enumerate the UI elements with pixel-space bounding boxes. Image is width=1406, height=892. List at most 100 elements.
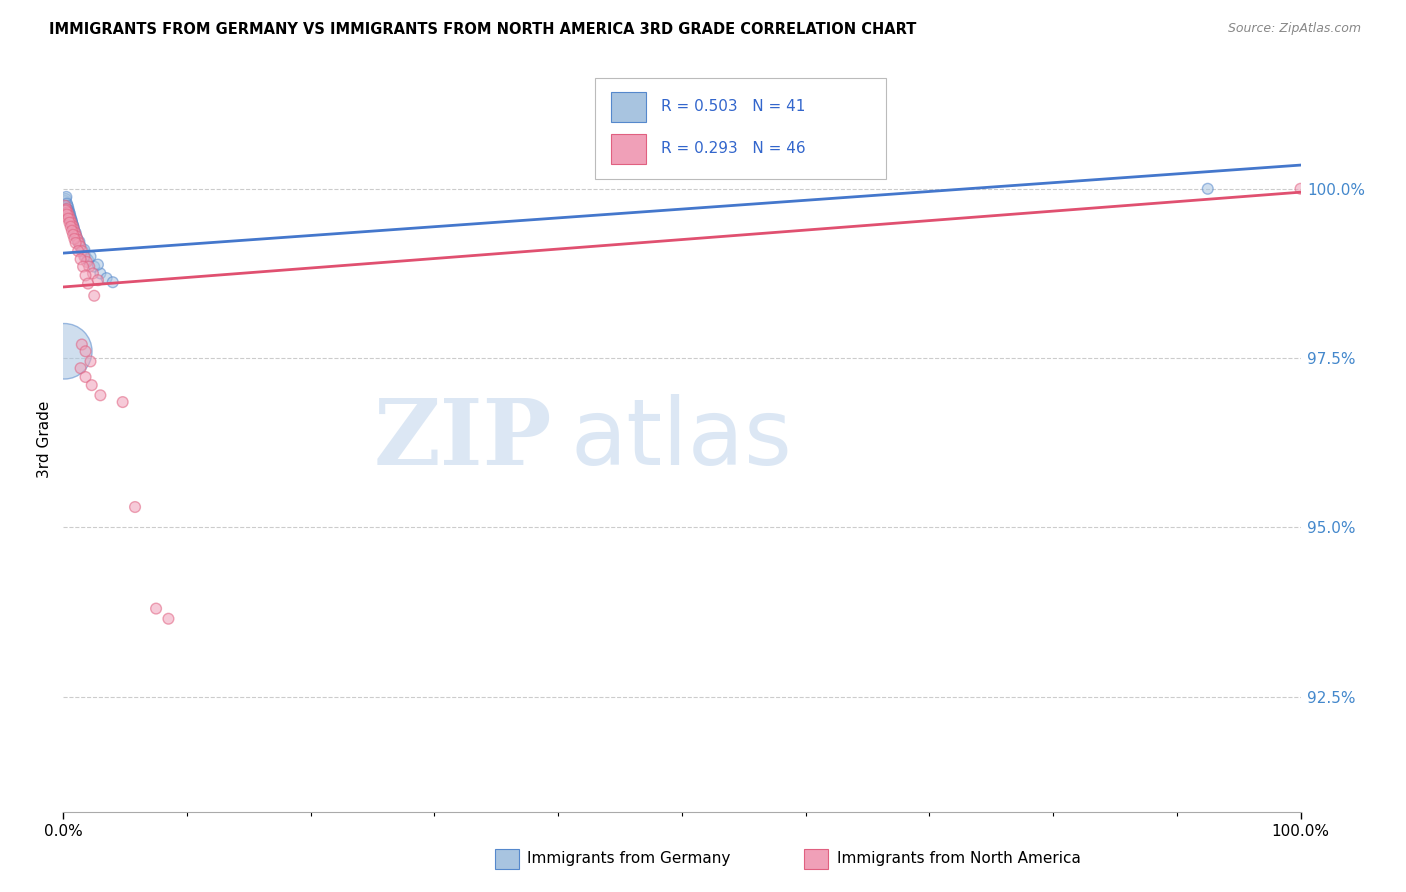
Point bbox=[89, 388, 111, 402]
Point bbox=[55, 203, 77, 218]
Point bbox=[96, 271, 118, 285]
Point bbox=[60, 224, 83, 238]
Point bbox=[87, 273, 110, 287]
FancyBboxPatch shape bbox=[495, 849, 519, 869]
Point bbox=[53, 199, 76, 213]
Point bbox=[66, 230, 89, 244]
Point bbox=[58, 205, 80, 219]
Point bbox=[59, 212, 82, 227]
Point bbox=[53, 194, 76, 208]
Point bbox=[55, 202, 77, 216]
Point bbox=[58, 203, 80, 218]
Point bbox=[59, 212, 82, 227]
Point bbox=[58, 209, 80, 223]
Point bbox=[77, 260, 100, 274]
Point bbox=[145, 601, 167, 615]
Text: Immigrants from North America: Immigrants from North America bbox=[837, 852, 1080, 866]
Point bbox=[65, 235, 87, 250]
Point bbox=[75, 344, 97, 359]
Point bbox=[56, 202, 79, 216]
Point bbox=[55, 192, 77, 206]
Point bbox=[63, 226, 86, 240]
Point bbox=[67, 235, 90, 249]
Point bbox=[53, 344, 76, 359]
Point bbox=[1289, 182, 1312, 196]
Point bbox=[70, 337, 93, 351]
Point bbox=[63, 232, 86, 246]
FancyBboxPatch shape bbox=[612, 92, 645, 122]
Text: atlas: atlas bbox=[571, 394, 793, 484]
Point bbox=[77, 277, 100, 291]
Text: R = 0.293   N = 46: R = 0.293 N = 46 bbox=[661, 141, 806, 156]
Point bbox=[72, 260, 94, 274]
Point bbox=[56, 205, 79, 219]
FancyBboxPatch shape bbox=[595, 78, 886, 178]
Point bbox=[56, 207, 79, 221]
Point bbox=[69, 361, 91, 376]
Text: ZIP: ZIP bbox=[374, 395, 553, 483]
Point bbox=[59, 207, 82, 221]
Point bbox=[75, 370, 97, 384]
Point bbox=[56, 199, 79, 213]
Point bbox=[75, 250, 97, 264]
Point bbox=[70, 244, 93, 258]
Point bbox=[62, 217, 84, 231]
Point bbox=[60, 216, 83, 230]
Point bbox=[58, 211, 80, 226]
Point bbox=[58, 201, 80, 215]
Point bbox=[73, 250, 96, 264]
Point bbox=[1197, 182, 1219, 196]
Point bbox=[58, 216, 80, 230]
Point bbox=[67, 244, 90, 258]
Point bbox=[157, 612, 180, 626]
Y-axis label: 3rd Grade: 3rd Grade bbox=[37, 401, 52, 478]
Point bbox=[69, 239, 91, 253]
Point bbox=[79, 250, 101, 264]
Point bbox=[59, 211, 82, 225]
Point bbox=[56, 196, 79, 211]
FancyBboxPatch shape bbox=[612, 134, 645, 164]
Point bbox=[62, 227, 84, 242]
Text: IMMIGRANTS FROM GERMANY VS IMMIGRANTS FROM NORTH AMERICA 3RD GRADE CORRELATION C: IMMIGRANTS FROM GERMANY VS IMMIGRANTS FR… bbox=[49, 22, 917, 37]
Point bbox=[73, 243, 96, 257]
Point bbox=[77, 252, 100, 267]
Point bbox=[60, 214, 83, 228]
Point bbox=[55, 190, 77, 204]
Point bbox=[62, 219, 84, 233]
Point bbox=[65, 226, 87, 240]
Point bbox=[63, 224, 86, 238]
Point bbox=[111, 395, 134, 409]
Point bbox=[58, 205, 80, 219]
Point bbox=[67, 235, 90, 250]
Point bbox=[87, 258, 110, 272]
Text: R = 0.503   N = 41: R = 0.503 N = 41 bbox=[661, 99, 806, 114]
Point bbox=[62, 219, 84, 233]
Point bbox=[69, 239, 91, 253]
Point bbox=[67, 235, 90, 249]
Point bbox=[60, 216, 83, 230]
Point bbox=[69, 252, 91, 267]
Point bbox=[66, 233, 89, 247]
Point bbox=[65, 229, 87, 244]
Point bbox=[56, 203, 79, 218]
Point bbox=[60, 212, 83, 227]
Text: Source: ZipAtlas.com: Source: ZipAtlas.com bbox=[1227, 22, 1361, 36]
Point bbox=[75, 268, 97, 283]
Point bbox=[79, 354, 101, 368]
Point bbox=[83, 260, 105, 274]
Point bbox=[101, 275, 124, 289]
Point bbox=[89, 267, 111, 281]
Point bbox=[80, 378, 103, 392]
Point bbox=[58, 209, 80, 223]
Point bbox=[83, 289, 105, 303]
Point bbox=[76, 255, 98, 269]
Point bbox=[72, 244, 94, 258]
Point bbox=[82, 267, 104, 281]
Point bbox=[62, 222, 84, 236]
Point bbox=[62, 221, 84, 235]
Point bbox=[62, 219, 84, 233]
Point bbox=[65, 227, 87, 242]
Point bbox=[124, 500, 146, 514]
Text: Immigrants from Germany: Immigrants from Germany bbox=[527, 852, 731, 866]
Point bbox=[59, 219, 82, 234]
